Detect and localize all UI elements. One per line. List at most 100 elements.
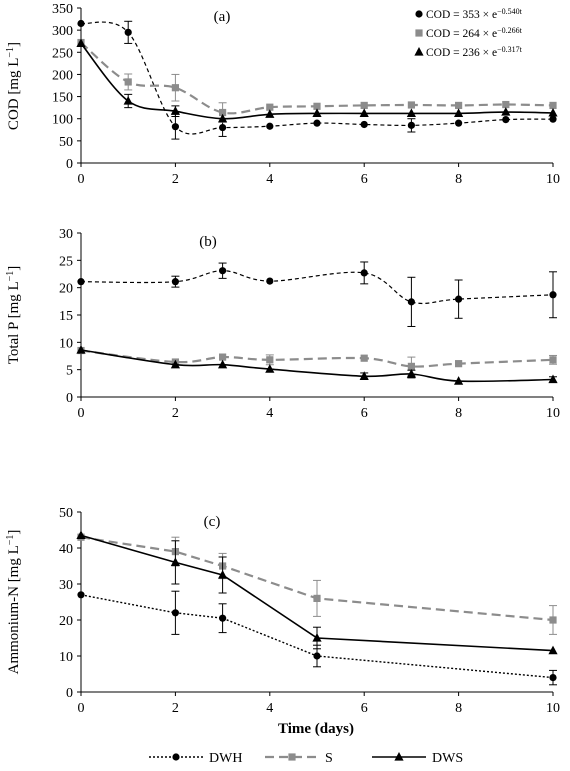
x-tick-label: 2 [172,406,179,421]
data-point-dws [454,376,464,385]
equation-exponent: −0.317t [497,45,523,54]
y-axis-label: Total P [mg L−1] [5,266,23,365]
series-dwh [77,19,557,140]
data-point-dws [501,107,511,116]
equation-marker-circle [415,10,423,18]
y-tick-label: 100 [52,113,73,128]
x-tick-label: 10 [546,172,560,187]
series-dwh [77,261,557,327]
legend-label-dws: DWS [432,751,463,766]
series-dwh [77,590,557,686]
data-point-dwh [407,298,415,306]
y-axis-label: Ammonium-N [mg L−1] [5,530,23,675]
y-tick-label: 200 [52,68,73,83]
data-point-dwh [171,123,179,131]
legend-item-s: S [265,751,333,766]
series-dws [76,344,558,385]
x-tick-label: 8 [455,406,462,421]
panel-label: (b) [199,234,217,250]
x-axis-title: Time (days) [278,721,354,737]
data-point-dws [123,96,133,105]
data-point-dwh [549,674,557,682]
data-point-s [407,362,415,370]
data-point-dws [312,633,322,642]
data-point-dwh [266,122,274,130]
data-point-dws [76,530,86,539]
data-point-s [360,354,368,362]
y-axis-label-text: Ammonium-N [mg L [6,545,22,674]
data-point-dwh [219,123,227,132]
legend-marker-dws [394,752,404,761]
data-point-dwh [360,120,368,129]
x-tick-label: 8 [455,701,462,716]
data-point-dws [218,113,228,123]
data-point-dwh [124,28,132,36]
data-point-dwh [502,116,510,124]
y-axis-label-text: Total P [mg L [6,281,22,364]
data-point-s [313,594,321,602]
y-tick-label: 20 [59,614,73,629]
legend-item-dwh: DWH [149,751,242,766]
x-tick-label: 6 [361,406,368,421]
data-point-dws [218,359,228,369]
data-point-dwh [455,119,463,127]
x-tick-label: 4 [266,701,273,716]
y-tick-label: 40 [59,542,73,557]
equation-exponent: −0.540t [497,7,523,16]
series-s [77,533,557,635]
x-tick-label: 8 [455,172,462,187]
legend: DWH S DWS [149,751,463,766]
y-tick-label: 25 [59,254,73,269]
data-point-dws [359,371,369,380]
y-tick-label: 350 [52,2,73,17]
x-tick-label: 2 [172,172,179,187]
x-tick-label: 4 [266,406,273,421]
data-point-dwh [171,278,179,286]
data-point-dws [170,557,180,566]
y-tick-label: 15 [59,309,73,324]
y-tick-label: 30 [59,578,73,593]
equation-legend: COD = 353 × e−0.540t COD = 264 × e−0.266t… [414,7,523,59]
data-point-dws [218,570,228,579]
data-point-dws [359,108,369,117]
y-tick-label: 5 [66,364,73,379]
data-point-s [124,78,132,86]
data-point-s [313,102,321,110]
data-point-dwh [219,614,227,622]
y-tick-label: 10 [59,336,73,351]
equation-prefix: COD = 353 × e [426,9,497,21]
data-point-dwh [219,267,227,275]
data-point-s [455,360,463,368]
data-point-dwh [77,278,85,286]
y-axis-label-exponent: −1 [5,535,16,546]
x-tick-label: 0 [78,406,85,421]
y-axis-label-exponent: −1 [5,47,16,58]
series-line-dwh [80,594,554,679]
y-tick-label: 20 [59,282,73,297]
data-point-dwh [360,269,368,277]
data-point-dws [548,374,558,384]
chart-panel-c: 0 10 20 30 40 50 0 2 4 6 8 10 Ammonium-N [mg L−1] (c)… [5,506,561,737]
data-point-s [360,101,368,110]
data-point-s [266,356,274,364]
x-tick-label: 0 [78,172,85,187]
data-point-s [502,100,510,109]
data-point-dwh [77,19,85,28]
data-point-dws [406,108,416,117]
legend-label-s: S [325,751,333,766]
data-point-dwh [407,121,415,129]
data-point-s [549,616,557,624]
data-point-dwh [313,652,321,660]
data-point-dws [548,645,558,655]
chart-panel-b: 0 5 10 15 20 25 30 0 2 4 6 8 10 Total P [mg L−1] (b) [5,227,561,421]
y-tick-label: 300 [52,24,73,39]
y-axis-label-close: ] [6,530,22,535]
y-axis-label: COD [mg L−1] [5,42,23,130]
data-point-s [171,84,179,92]
legend-marker-s [288,753,296,761]
chart-panel-a: 0 50 100 150 200 250 300 350 0 2 4 6 8 10 COD [mg L−1]… [5,2,561,187]
data-point-dwh [313,119,321,127]
equation-exponent: −0.266t [497,26,523,35]
series-dws [76,530,558,655]
